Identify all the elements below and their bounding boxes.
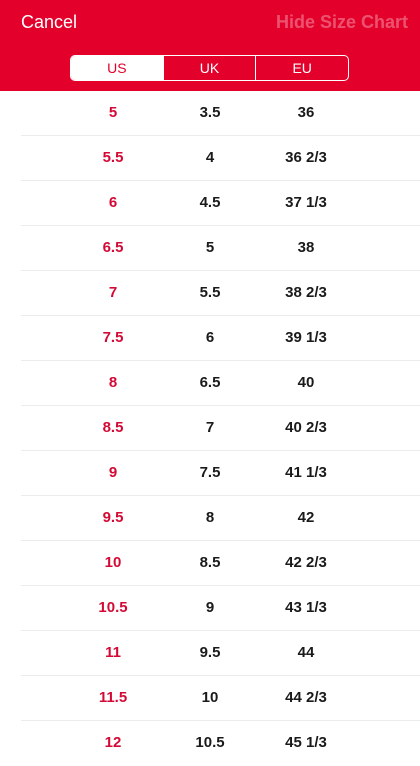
us-size-cell: 12 [104, 734, 122, 751]
uk-size-cell: 3.5 [199, 104, 221, 121]
eu-size-cell: 42 2/3 [285, 554, 327, 571]
eu-size-cell: 37 1/3 [285, 194, 327, 211]
us-size-cell: 9 [108, 464, 118, 481]
uk-size-cell: 7 [205, 419, 215, 436]
uk-size-cell: 5.5 [199, 284, 221, 301]
us-size-cell: 5.5 [102, 149, 124, 166]
size-row[interactable]: 12 10.5 45 1/3 [21, 721, 420, 766]
uk-size-cell: 6.5 [199, 374, 221, 391]
eu-size-cell: 39 1/3 [285, 329, 327, 346]
uk-size-cell: 8.5 [199, 554, 221, 571]
tab-uk[interactable]: UK [162, 56, 256, 80]
hide-size-chart-button[interactable]: Hide Size Chart [275, 12, 408, 32]
us-size-cell: 11.5 [98, 689, 128, 706]
us-size-cell: 5 [108, 104, 118, 121]
size-row[interactable]: 6.5 5 38 [21, 226, 420, 271]
uk-size-cell: 4.5 [199, 194, 221, 211]
us-size-cell: 7 [108, 284, 118, 301]
size-row[interactable]: 8 6.5 40 [21, 361, 420, 406]
us-size-cell: 11 [105, 644, 121, 661]
eu-size-cell: 41 1/3 [285, 464, 327, 481]
size-row[interactable]: 6 4.5 37 1/3 [21, 181, 420, 226]
uk-size-cell: 10.5 [195, 734, 225, 751]
size-row[interactable]: 9 7.5 41 1/3 [21, 451, 420, 496]
tab-us[interactable]: US [71, 56, 163, 80]
uk-size-cell: 5 [205, 239, 215, 256]
size-system-segmented-control: US UK EU [70, 55, 349, 81]
size-row[interactable]: 10.5 9 43 1/3 [21, 586, 420, 631]
uk-size-cell: 4 [205, 149, 215, 166]
tab-eu[interactable]: EU [255, 56, 348, 80]
size-row[interactable]: 7 5.5 38 2/3 [21, 271, 420, 316]
size-row[interactable]: 11 9.5 44 [21, 631, 420, 676]
eu-size-cell: 42 [297, 509, 315, 526]
us-size-cell: 6 [108, 194, 118, 211]
eu-size-cell: 40 [297, 374, 315, 391]
size-row[interactable]: 9.5 8 42 [21, 496, 420, 541]
us-size-cell: 8 [108, 374, 118, 391]
uk-size-cell: 9.5 [199, 644, 221, 661]
us-size-cell: 7.5 [102, 329, 124, 346]
size-chart-table: 5 3.5 36 5.5 4 36 2/3 6 4.5 37 1/3 6.5 5 38 7 5.5 38 2… [0, 91, 420, 766]
us-size-cell: 6.5 [102, 239, 124, 256]
eu-size-cell: 38 [297, 239, 315, 256]
eu-size-cell: 43 1/3 [285, 599, 327, 616]
size-row[interactable]: 5 3.5 36 [21, 91, 420, 136]
cancel-button[interactable]: Cancel [21, 12, 78, 32]
uk-size-cell: 10 [201, 689, 219, 706]
us-size-cell: 8.5 [102, 419, 124, 436]
eu-size-cell: 38 2/3 [285, 284, 327, 301]
eu-size-cell: 36 [297, 104, 315, 121]
header-bar: Cancel Hide Size Chart US UK EU [0, 0, 420, 91]
us-size-cell: 10 [104, 554, 122, 571]
size-row[interactable]: 11.5 10 44 2/3 [21, 676, 420, 721]
us-size-cell: 9.5 [102, 509, 124, 526]
eu-size-cell: 40 2/3 [285, 419, 327, 436]
us-size-cell: 10.5 [98, 599, 128, 616]
uk-size-cell: 8 [205, 509, 215, 526]
size-row[interactable]: 5.5 4 36 2/3 [21, 136, 420, 181]
size-row[interactable]: 7.5 6 39 1/3 [21, 316, 420, 361]
eu-size-cell: 36 2/3 [285, 149, 327, 166]
uk-size-cell: 7.5 [199, 464, 221, 481]
eu-size-cell: 45 1/3 [285, 734, 327, 751]
size-row[interactable]: 8.5 7 40 2/3 [21, 406, 420, 451]
eu-size-cell: 44 [297, 644, 315, 661]
size-row[interactable]: 10 8.5 42 2/3 [21, 541, 420, 586]
eu-size-cell: 44 2/3 [285, 689, 327, 706]
uk-size-cell: 6 [205, 329, 215, 346]
uk-size-cell: 9 [205, 599, 215, 616]
